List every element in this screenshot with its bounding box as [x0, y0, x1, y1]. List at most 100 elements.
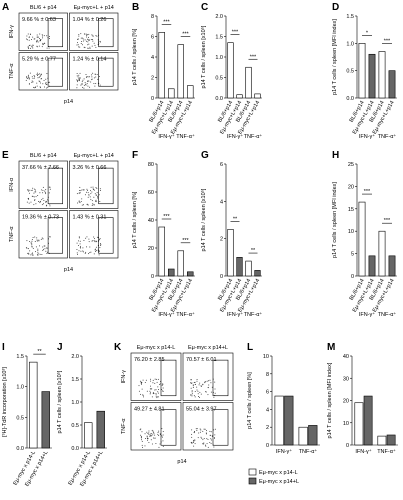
event-dot: [196, 389, 198, 391]
event-dot: [96, 236, 98, 238]
event-dot: [214, 381, 216, 383]
event-dot: [150, 378, 152, 380]
event-dot: [140, 436, 142, 438]
event-dot: [90, 190, 92, 192]
panel-label: A: [2, 2, 9, 13]
event-dot: [35, 203, 37, 205]
y-tick-label: 2.0: [71, 354, 79, 360]
event-dot: [28, 45, 30, 47]
event-dot: [80, 247, 82, 249]
event-dot: [99, 200, 101, 202]
event-dot: [144, 382, 146, 384]
event-dot: [86, 36, 88, 38]
event-dot: [90, 39, 92, 41]
event-dot: [93, 83, 95, 85]
event-dot: [82, 86, 84, 88]
y-tick-label: 20: [343, 399, 349, 405]
event-dot: [76, 193, 78, 195]
event-dot: [36, 239, 38, 241]
group-label: IFN-γ⁺: [359, 311, 375, 318]
event-dot: [34, 87, 36, 89]
bar: [358, 201, 366, 277]
event-dot: [200, 385, 202, 387]
event-dot: [35, 41, 37, 43]
event-dot: [37, 248, 39, 250]
event-dot: [85, 251, 87, 253]
event-dot: [36, 34, 38, 36]
event-dot: [86, 40, 88, 42]
group-label: TNF-α⁺: [244, 311, 263, 318]
event-dot: [45, 193, 47, 195]
event-dot: [203, 428, 205, 430]
event-dot: [192, 387, 194, 389]
y-tick-label: 60: [148, 190, 154, 196]
panel-label: J: [57, 342, 63, 353]
bar: [368, 53, 376, 99]
event-dot: [154, 437, 156, 439]
event-dot: [146, 390, 148, 392]
bar: [386, 434, 396, 446]
event-dot: [82, 250, 84, 252]
event-dot: [32, 237, 34, 239]
event-dot: [141, 431, 143, 433]
event-dot: [28, 202, 30, 204]
event-dot: [210, 431, 212, 433]
group-label: IFN-γ⁺: [158, 311, 174, 318]
event-dot: [90, 186, 92, 188]
event-dot: [43, 203, 45, 205]
event-dot: [30, 201, 32, 203]
event-dot: [31, 46, 33, 48]
event-dot: [80, 37, 82, 39]
event-dot: [31, 244, 33, 246]
event-dot: [42, 197, 44, 199]
gate-value: 1.43 % ± 0.31: [73, 215, 107, 221]
x-tick-label: TNF-α⁺: [377, 448, 396, 455]
gate: [212, 409, 229, 446]
event-dot: [28, 83, 30, 85]
gate-value: 5.29 % ± 0.77: [22, 57, 56, 63]
event-dot: [84, 47, 86, 49]
event-dot: [96, 187, 98, 189]
event-dot: [33, 192, 35, 194]
event-dot: [196, 378, 198, 380]
event-dot: [147, 438, 149, 440]
event-dot: [36, 253, 38, 255]
event-dot: [31, 253, 33, 255]
event-dot: [45, 201, 47, 203]
event-dot: [159, 433, 161, 435]
event-dot: [33, 86, 35, 88]
event-dot: [78, 236, 80, 238]
event-dot: [149, 390, 151, 392]
event-dot: [148, 430, 150, 432]
event-dot: [205, 444, 207, 446]
event-dot: [88, 194, 90, 196]
event-dot: [140, 434, 142, 436]
event-dot: [27, 188, 29, 190]
event-dot: [76, 72, 78, 74]
event-dot: [78, 237, 80, 239]
event-dot: [49, 205, 51, 207]
event-dot: [31, 195, 33, 197]
y-axis-label: p14 T cells / spleen [x10⁵]: [200, 25, 207, 88]
event-dot: [98, 194, 100, 196]
event-dot: [83, 87, 85, 89]
event-dot: [148, 434, 150, 436]
event-dot: [45, 247, 47, 249]
event-dot: [148, 441, 150, 443]
event-dot: [45, 189, 47, 191]
event-dot: [29, 72, 31, 74]
event-dot: [142, 446, 144, 448]
event-dot: [43, 42, 45, 44]
event-dot: [39, 202, 41, 204]
y-tick-label: 1.5: [215, 35, 223, 41]
bar: [368, 255, 376, 277]
y-tick-label: 0: [266, 443, 269, 449]
dot-plot-frame: [69, 210, 119, 259]
event-dot: [37, 77, 39, 79]
row-label: IFN-α: [9, 177, 15, 192]
event-dot: [31, 189, 33, 191]
event-dot: [42, 42, 44, 44]
event-dot: [41, 46, 43, 48]
event-dot: [157, 392, 159, 394]
event-dot: [76, 79, 78, 81]
